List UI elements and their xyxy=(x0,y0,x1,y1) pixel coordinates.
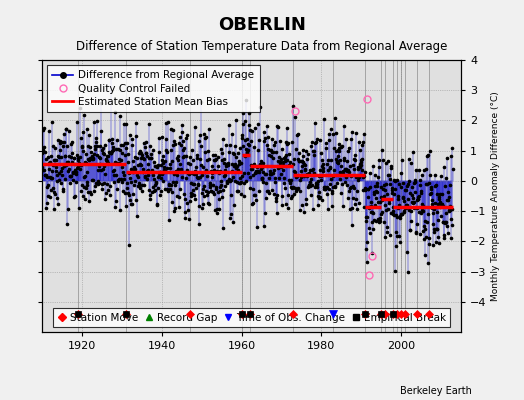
Legend: Station Move, Record Gap, Time of Obs. Change, Empirical Break: Station Move, Record Gap, Time of Obs. C… xyxy=(52,308,451,327)
Text: OBERLIN: OBERLIN xyxy=(218,16,306,34)
Text: Difference of Station Temperature Data from Regional Average: Difference of Station Temperature Data f… xyxy=(77,40,447,53)
Y-axis label: Monthly Temperature Anomaly Difference (°C): Monthly Temperature Anomaly Difference (… xyxy=(491,91,500,301)
Text: Berkeley Earth: Berkeley Earth xyxy=(400,386,472,396)
